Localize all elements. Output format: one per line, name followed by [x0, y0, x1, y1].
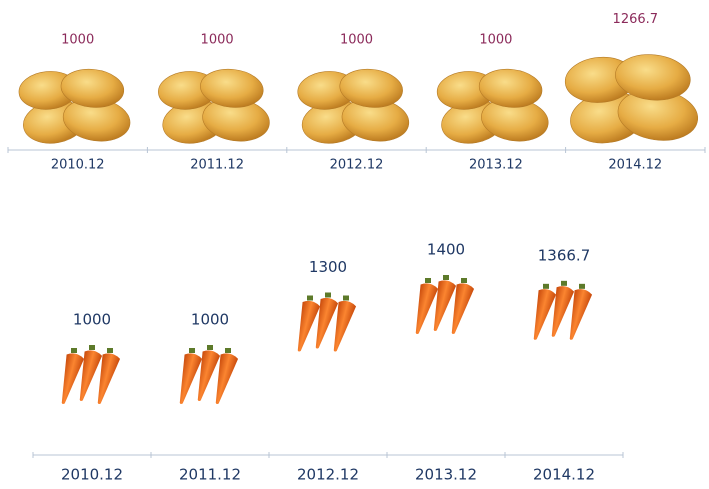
carrot-top [561, 281, 567, 286]
value-label: 1366.7 [538, 246, 591, 264]
potato-icon [296, 66, 411, 148]
carrot-icon [409, 275, 475, 336]
pictograph-page: 2010.12 1000 2011.12 1000 2012.12 1000 2013.12… [0, 0, 709, 489]
carrot-top [71, 348, 77, 353]
category-label: 2010.12 [61, 466, 123, 484]
carrot-top [343, 296, 349, 301]
carrot-top [207, 345, 213, 350]
carrot-icon [527, 281, 593, 342]
carrot-top [543, 284, 549, 289]
potato-icon [157, 66, 272, 148]
category-label: 2013.12 [469, 158, 523, 173]
category-label: 2013.12 [415, 466, 477, 484]
carrot-icon [173, 345, 239, 406]
category-label: 2010.12 [51, 158, 105, 173]
carrot-icon [291, 293, 357, 354]
carrot-top [579, 284, 585, 289]
potato-icon [563, 51, 701, 149]
carrot-top [461, 278, 467, 283]
carrot-top [443, 275, 449, 280]
carrot-top [307, 296, 313, 301]
carrot-top [189, 348, 195, 353]
carrot-top [325, 293, 331, 298]
carrot-top [425, 278, 431, 283]
category-label: 2014.12 [533, 466, 595, 484]
category-label: 2011.12 [179, 466, 241, 484]
category-label: 2011.12 [190, 158, 244, 173]
value-label: 1000 [201, 33, 234, 48]
carrot-icon [55, 345, 121, 406]
chart: 2010.12 1000 2011.12 1000 2012.12 1000 2013.12… [8, 12, 705, 172]
potato-icon [17, 66, 132, 148]
carrot-top [225, 348, 231, 353]
carrot-top [89, 345, 95, 350]
carrot-top [107, 348, 113, 353]
value-label: 1300 [309, 258, 347, 276]
value-label: 1400 [427, 241, 465, 259]
value-label: 1000 [61, 33, 94, 48]
value-label: 1000 [73, 311, 111, 329]
value-label: 1266.7 [613, 12, 659, 27]
potato-icon [436, 66, 551, 148]
value-label: 1000 [191, 311, 229, 329]
value-label: 1000 [340, 33, 373, 48]
chart: 2010.12 1000 2011.12 1000 2012.12 1300 2013.12… [33, 241, 623, 484]
value-label: 1000 [479, 33, 512, 48]
category-label: 2014.12 [608, 158, 662, 173]
category-label: 2012.12 [330, 158, 384, 173]
category-label: 2012.12 [297, 466, 359, 484]
